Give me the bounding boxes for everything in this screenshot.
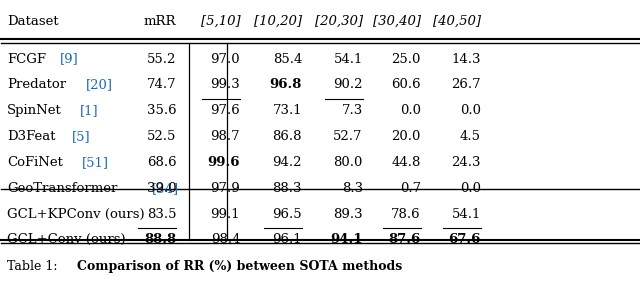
Text: 52.7: 52.7 (333, 130, 363, 143)
Text: 24.3: 24.3 (451, 156, 481, 169)
Text: 97.6: 97.6 (211, 104, 240, 117)
Text: 98.7: 98.7 (211, 130, 240, 143)
Text: 8.3: 8.3 (342, 182, 363, 195)
Text: SpinNet: SpinNet (7, 104, 62, 117)
Text: 26.7: 26.7 (451, 78, 481, 91)
Text: 60.6: 60.6 (391, 78, 421, 91)
Text: 20.0: 20.0 (392, 130, 421, 143)
Text: 83.5: 83.5 (147, 208, 176, 221)
Text: 85.4: 85.4 (273, 53, 302, 66)
Text: 94.1: 94.1 (330, 233, 363, 246)
Text: 0.0: 0.0 (460, 104, 481, 117)
Text: mRR: mRR (144, 15, 176, 28)
Text: [20,30]: [20,30] (315, 15, 363, 28)
Text: 96.1: 96.1 (273, 233, 302, 246)
Text: 94.2: 94.2 (273, 156, 302, 169)
Text: 0.0: 0.0 (460, 182, 481, 195)
Text: 80.0: 80.0 (333, 156, 363, 169)
Text: 4.5: 4.5 (460, 130, 481, 143)
Text: 78.6: 78.6 (391, 208, 421, 221)
Text: 74.7: 74.7 (147, 78, 176, 91)
Text: 97.0: 97.0 (211, 53, 240, 66)
Text: 44.8: 44.8 (392, 156, 421, 169)
Text: 73.1: 73.1 (273, 104, 302, 117)
Text: 68.6: 68.6 (147, 156, 176, 169)
Text: [51]: [51] (81, 156, 109, 169)
Text: GCL+KPConv (ours): GCL+KPConv (ours) (7, 208, 145, 221)
Text: [40,50]: [40,50] (433, 15, 481, 28)
Text: 96.8: 96.8 (269, 78, 302, 91)
Text: 97.9: 97.9 (211, 182, 240, 195)
Text: 96.5: 96.5 (273, 208, 302, 221)
Text: 88.3: 88.3 (273, 182, 302, 195)
Text: 52.5: 52.5 (147, 130, 176, 143)
Text: 87.6: 87.6 (388, 233, 421, 246)
Text: 14.3: 14.3 (451, 53, 481, 66)
Text: 86.8: 86.8 (273, 130, 302, 143)
Text: 54.1: 54.1 (333, 53, 363, 66)
Text: 90.2: 90.2 (333, 78, 363, 91)
Text: Comparison of RR (%) between SOTA methods: Comparison of RR (%) between SOTA method… (77, 260, 403, 273)
Text: [5,10]: [5,10] (200, 15, 240, 28)
Text: 0.7: 0.7 (400, 182, 421, 195)
Text: GCL+Conv (ours): GCL+Conv (ours) (7, 233, 125, 246)
Text: Predator: Predator (7, 78, 66, 91)
Text: GeoTransformer: GeoTransformer (7, 182, 118, 195)
Text: 99.6: 99.6 (207, 156, 240, 169)
Text: [1]: [1] (80, 104, 99, 117)
Text: [5]: [5] (72, 130, 91, 143)
Text: 7.3: 7.3 (342, 104, 363, 117)
Text: [20]: [20] (86, 78, 113, 91)
Text: CoFiNet: CoFiNet (7, 156, 63, 169)
Text: 88.8: 88.8 (144, 233, 176, 246)
Text: 54.1: 54.1 (452, 208, 481, 221)
Text: 25.0: 25.0 (392, 53, 421, 66)
Text: 0.0: 0.0 (400, 104, 421, 117)
Text: [34]: [34] (152, 182, 179, 195)
Text: 67.6: 67.6 (449, 233, 481, 246)
Text: FCGF: FCGF (7, 53, 46, 66)
Text: [30,40]: [30,40] (373, 15, 421, 28)
Text: 89.3: 89.3 (333, 208, 363, 221)
Text: 99.3: 99.3 (211, 78, 240, 91)
Text: Table 1:: Table 1: (7, 260, 61, 273)
Text: 55.2: 55.2 (147, 53, 176, 66)
Text: [9]: [9] (60, 53, 79, 66)
Text: 99.1: 99.1 (211, 208, 240, 221)
Text: D3Feat: D3Feat (7, 130, 56, 143)
Text: Dataset: Dataset (7, 15, 59, 28)
Text: 98.4: 98.4 (211, 233, 240, 246)
Text: [10,20]: [10,20] (254, 15, 302, 28)
Text: 35.6: 35.6 (147, 104, 176, 117)
Text: 39.0: 39.0 (147, 182, 176, 195)
